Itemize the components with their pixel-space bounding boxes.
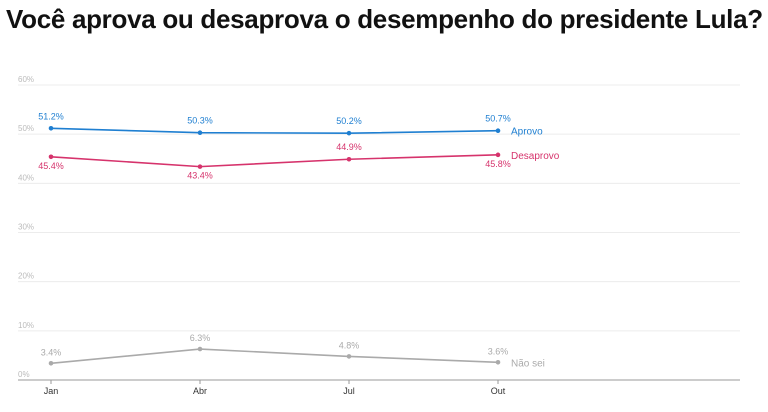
data-label: 51.2% [38,111,64,121]
data-point [197,164,203,169]
data-point [346,354,352,359]
data-point [495,360,501,365]
data-point [495,128,501,134]
series-line-desaprovo [50,154,499,168]
data-label: 6.3% [190,333,211,343]
y-tick-label: 40% [18,173,34,182]
series-line-n-o-sei [50,348,499,365]
data-point [346,130,352,136]
data-label: 45.4% [38,161,64,171]
data-point [48,360,54,366]
series-label: Aprovo [511,127,543,138]
data-label: 50.7% [485,114,511,124]
y-tick-label: 60% [18,75,34,84]
data-label: 45.8% [485,159,511,169]
data-point [346,156,352,162]
data-point [197,130,203,135]
x-tick-label: Jan [44,386,59,396]
chart-title: Você aprova ou desaprova o desempenho do… [6,4,763,34]
y-tick-label: 50% [18,124,34,133]
x-tick-label: Abr [193,386,207,396]
data-point [48,125,54,131]
data-label: 50.3% [187,116,213,126]
data-label: 3.4% [41,347,62,357]
data-point [48,154,54,160]
data-label: 3.6% [488,346,509,356]
series-line-aprovo [50,127,499,134]
x-tick-label: Jul [343,386,355,396]
data-label: 44.9% [336,142,362,152]
y-tick-label: 30% [18,223,34,232]
data-point [495,152,501,158]
data-point [197,346,203,352]
y-tick-label: 0% [18,370,30,379]
series-label: Não sei [511,358,545,369]
data-label: 50.2% [336,116,362,126]
y-tick-label: 20% [18,272,34,281]
series-label: Desaprovo [511,151,560,162]
data-label: 43.4% [187,171,213,181]
data-label: 4.8% [339,340,360,350]
y-tick-label: 10% [18,321,34,330]
x-tick-label: Out [491,386,506,396]
